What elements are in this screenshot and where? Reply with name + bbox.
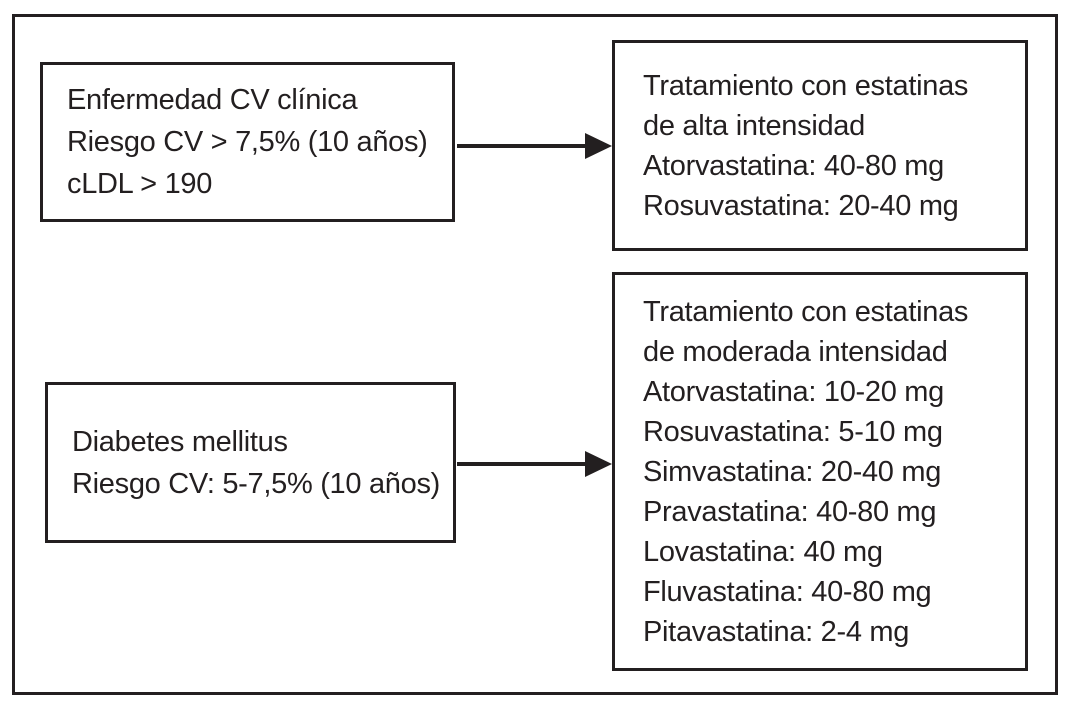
statin-dose-line: Pravastatina: 40-80 mg [643,495,937,528]
statin-dose-line: Simvastatina: 20-40 mg [643,455,942,488]
condition-box-high-risk: Enfermedad CV clínica Riesgo CV > 7,5% (… [40,62,455,222]
treatment-box-high-intensity: Tratamiento con estatinas de alta intens… [612,40,1028,251]
statin-dose-line: Rosuvastatina: 5-10 mg [643,415,943,448]
treatment-title-line: de moderada intensidad [643,335,948,368]
arrowhead-right-icon [585,133,612,159]
treatment-title-line: Tratamiento con estatinas [643,69,969,102]
treatment-title-line: de alta intensidad [643,109,865,142]
statin-dose-line: Rosuvastatina: 20-40 mg [643,189,959,222]
condition-line: cLDL > 190 [67,168,213,200]
statin-dose-line: Atorvastatina: 40-80 mg [643,149,944,182]
arrow-to-moderate-intensity [457,451,612,477]
condition-line: Diabetes mellitus [72,425,288,458]
condition-line: Riesgo CV > 7,5% (10 años) [67,126,428,158]
statin-dose-line: Lovastatina: 40 mg [643,535,883,568]
condition-line: Riesgo CV: 5-7,5% (10 años) [72,467,441,500]
statin-dose-line: Fluvastatina: 40-80 mg [643,575,932,608]
statin-dose-line: Pitavastatina: 2-4 mg [643,615,910,648]
treatment-box-moderate-intensity: Tratamiento con estatinas de moderada in… [612,272,1028,671]
statin-dose-line: Atorvastatina: 10-20 mg [643,375,944,408]
arrow-shaft [457,144,588,148]
arrow-to-high-intensity [457,133,612,159]
arrowhead-right-icon [585,451,612,477]
treatment-title-line: Tratamiento con estatinas [643,295,969,328]
arrow-shaft [457,462,588,466]
condition-box-diabetes: Diabetes mellitus Riesgo CV: 5-7,5% (10 … [45,382,456,543]
condition-line: Enfermedad CV clínica [67,84,358,116]
outer-frame [12,14,1058,695]
